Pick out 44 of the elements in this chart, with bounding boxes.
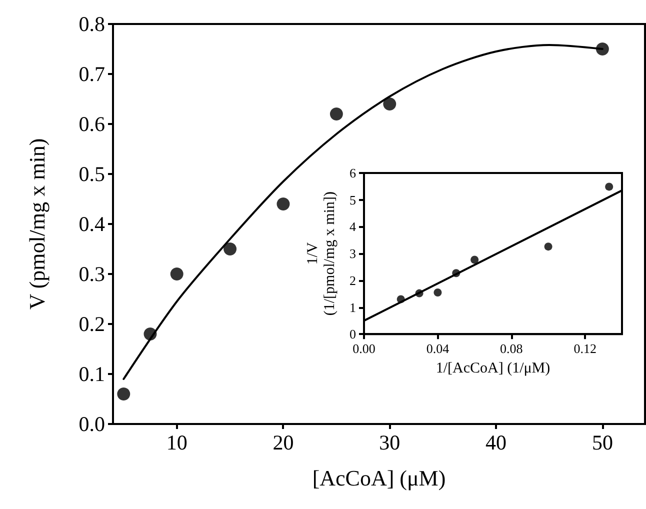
point	[605, 182, 614, 191]
y-tick-label: 4	[350, 219, 356, 234]
point	[452, 269, 460, 278]
y-tick-label: 0.7	[78, 62, 105, 86]
y-tick-label: 5	[350, 192, 356, 208]
point	[276, 198, 290, 210]
x-tick-label: 0.04	[426, 341, 450, 356]
y-tick-label: 0.2	[78, 312, 105, 336]
point	[470, 256, 479, 264]
x-tick-label: 20	[272, 430, 294, 454]
point	[383, 98, 396, 110]
x-tick-label: 50	[592, 430, 613, 454]
y-tick-label: 1	[350, 300, 356, 315]
point	[170, 268, 184, 280]
y-tick-label: 6	[350, 166, 356, 180]
point	[396, 295, 405, 304]
x-axis-title: 1/[AcCoA] (1/μM)	[436, 360, 550, 376]
y-tick-label: 0.4	[78, 212, 106, 236]
point	[596, 42, 609, 56]
x-tick-label: 0.08	[500, 341, 523, 356]
x-tick-label: 30	[379, 430, 400, 454]
y-tick-label: 0.1	[78, 362, 105, 386]
point	[117, 388, 130, 400]
point	[434, 288, 442, 296]
y-tick-label: 0.8	[78, 12, 105, 36]
x-tick-label: 0.00	[352, 341, 376, 356]
y-tick-label: 0.6	[78, 112, 105, 136]
point	[415, 289, 424, 298]
y-axis-title: V (pmol/mg x min)	[24, 138, 50, 310]
point	[224, 242, 237, 256]
x-axis-title: [AcCoA] (μM)	[312, 466, 446, 490]
y-tick-label: 0.0	[78, 412, 105, 436]
point	[330, 108, 343, 120]
x-tick-label: 10	[166, 430, 188, 454]
point	[544, 242, 552, 251]
x-tick-label: 40	[486, 430, 507, 454]
y-tick-label: 2	[350, 272, 356, 288]
y-tick-label: 0	[350, 326, 356, 342]
x-tick-label: 0.12	[574, 341, 597, 356]
y-tick-label: 0.3	[78, 262, 105, 286]
point	[144, 328, 157, 340]
y-axis-title: 1/V (1/[pmol/mg x min])	[305, 191, 338, 316]
y-tick-label: 3	[350, 246, 356, 262]
y-tick-label: 0.5	[78, 162, 105, 186]
